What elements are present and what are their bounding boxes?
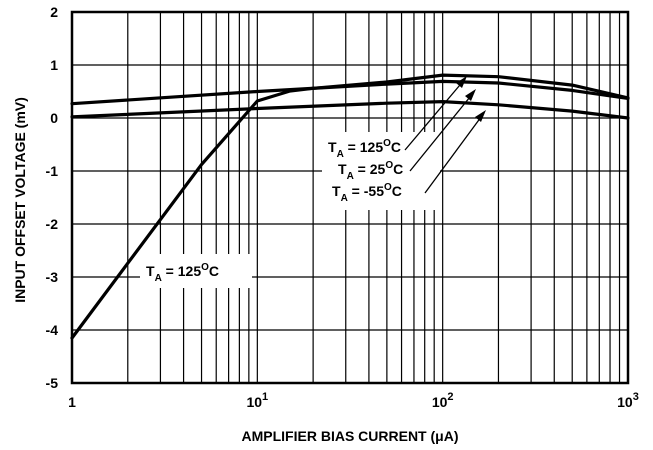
temperature-label: TA = 125OC [146, 262, 219, 284]
temperature-label: TA = -55OC [332, 182, 402, 204]
x-tick-label: 103 [617, 391, 639, 410]
x-tick-label: 101 [246, 391, 268, 410]
annotation-lower: TA = 125OC [146, 262, 219, 284]
annotation-box-upper [322, 132, 440, 210]
y-tick-label: 0 [50, 110, 58, 126]
y-tick-label: -1 [46, 163, 59, 179]
x-tick-label: 102 [432, 391, 454, 410]
x-axis-label: AMPLIFIER BIAS CURRENT (μA) [242, 428, 459, 444]
annotation-leaders [404, 78, 485, 194]
temperature-label: TA = 25OC [338, 160, 403, 182]
y-tick-labels: 2 1 0 -1 -2 -3 -4 -5 [46, 4, 59, 391]
y-tick-label: 1 [50, 57, 58, 73]
x-tick-label: 1 [68, 394, 76, 410]
y-tick-label: 2 [50, 4, 58, 20]
series-line [70, 79, 630, 106]
annotation-box-lower [140, 254, 252, 288]
y-axis-label: INPUT OFFSET VOLTAGE (mV) [12, 97, 28, 303]
annotation-arrowheads [456, 76, 486, 122]
y-tick-label: -5 [46, 375, 59, 391]
temperature-label: TA = 125OC [328, 138, 401, 160]
y-tick-label: -4 [46, 322, 59, 338]
plot-frame [70, 10, 630, 385]
y-tick-label: -2 [46, 216, 59, 232]
y-tick-label: -3 [46, 269, 59, 285]
x-tick-labels: 1 101 102 103 [68, 391, 639, 410]
series-group [70, 73, 630, 340]
series-line [70, 99, 630, 120]
